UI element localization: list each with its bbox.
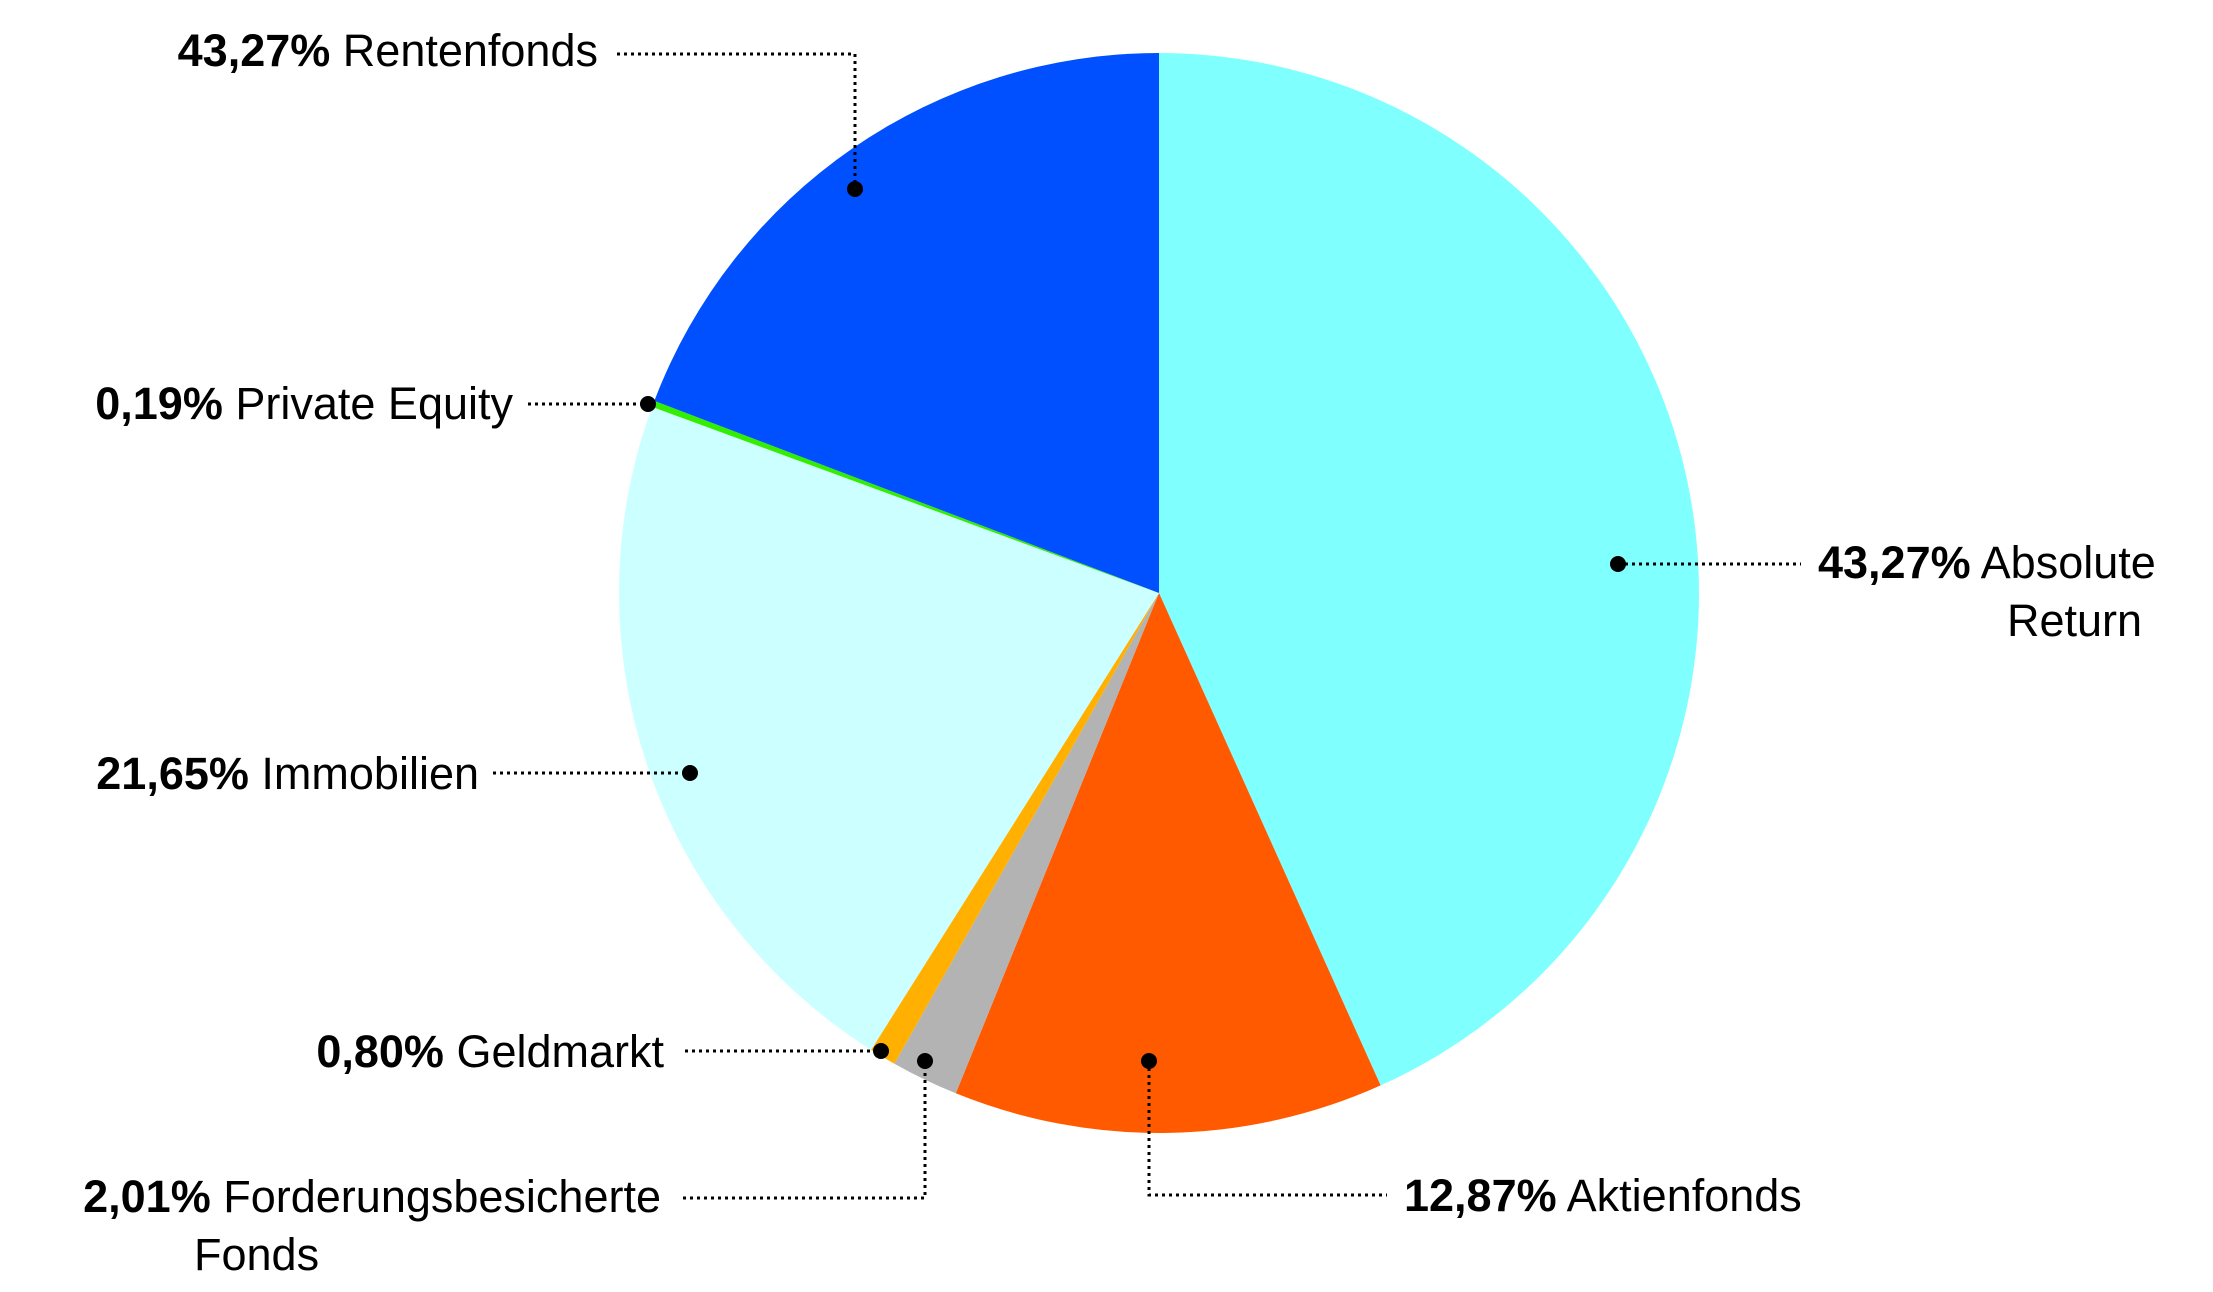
label-forderungsbesicherte-fonds: 2,01% Forderungsbesicherte Fonds	[83, 1053, 933, 1280]
leader-line-forderungsbesicherte-fonds	[683, 1061, 927, 1200]
label-geldmarkt: 0,80% Geldmarkt	[316, 1026, 889, 1077]
pie-slice-private-equity	[652, 400, 1159, 593]
label-rentenfonds: 43,27% Rentenfonds	[178, 25, 863, 197]
marker-dot-immobilien	[682, 765, 698, 781]
category-label-forderungsbesicherte-fonds-line2: Fonds	[194, 1229, 319, 1280]
category-label-absolute-return-line1: Absolute	[1981, 537, 2156, 588]
svg-text:0,80% Geldmarkt: 0,80% Geldmarkt	[316, 1026, 664, 1077]
leader-line-rentenfonds	[617, 52, 857, 189]
category-label-immobilien: Immobilien	[261, 748, 479, 799]
marker-dot-forderungsbesicherte-fonds	[917, 1053, 933, 1069]
svg-text:2,01% Forderungsbesicherte: 2,01% Forderungsbesicherte	[83, 1171, 661, 1222]
svg-text:12,87% Aktienfonds: 12,87% Aktienfonds	[1404, 1170, 1802, 1221]
value-label-immobilien: 21,65%	[96, 748, 249, 799]
pie-slice-rentenfonds	[654, 53, 1159, 593]
value-label-forderungsbesicherte-fonds: 2,01%	[83, 1171, 211, 1222]
category-label-forderungsbesicherte-fonds-line1: Forderungsbesicherte	[223, 1171, 661, 1222]
value-label-geldmarkt: 0,80%	[316, 1026, 444, 1077]
category-label-rentenfonds: Rentenfonds	[343, 25, 598, 76]
category-label-private-equity: Private Equity	[235, 378, 513, 429]
svg-text:43,27% Absolute: 43,27% Absolute	[1818, 537, 2156, 588]
category-label-geldmarkt: Geldmarkt	[456, 1026, 664, 1077]
svg-text:21,65% Immobilien: 21,65% Immobilien	[96, 748, 479, 799]
label-immobilien: 21,65% Immobilien	[96, 748, 698, 799]
marker-dot-geldmarkt	[873, 1043, 889, 1059]
pie-slices	[618, 53, 1700, 1134]
pie-slice-immobilien	[618, 406, 1159, 1050]
category-label-aktienfonds: Aktienfonds	[1567, 1170, 1802, 1221]
category-label-absolute-return-line2: Return	[2007, 595, 2142, 646]
value-label-absolute-return: 43,27%	[1818, 537, 1971, 588]
value-label-private-equity: 0,19%	[95, 378, 223, 429]
value-label-aktienfonds: 12,87%	[1404, 1170, 1557, 1221]
pie-slice-forderungsbesicherte-fonds	[894, 593, 1159, 1094]
label-aktienfonds: 12,87% Aktienfonds	[1141, 1053, 1802, 1221]
svg-text:43,27% Rentenfonds: 43,27% Rentenfonds	[178, 25, 598, 76]
leader-line-aktienfonds	[1147, 1061, 1387, 1197]
marker-dot-aktienfonds	[1141, 1053, 1157, 1069]
label-private-equity: 0,19% Private Equity	[95, 378, 656, 429]
svg-text:0,19% Private Equity: 0,19% Private Equity	[95, 378, 513, 429]
pie-slice-aktienfonds	[955, 593, 1381, 1134]
pie-slice-geldmarkt	[871, 593, 1159, 1064]
value-label-rentenfonds: 43,27%	[178, 25, 331, 76]
label-absolute-return: 43,27% Absolute Return	[1610, 537, 2156, 646]
marker-dot-rentenfonds	[847, 181, 863, 197]
pie-slice-absolute-return	[1159, 53, 1700, 1086]
marker-dot-private-equity	[640, 396, 656, 412]
marker-dot-absolute-return	[1610, 556, 1626, 572]
